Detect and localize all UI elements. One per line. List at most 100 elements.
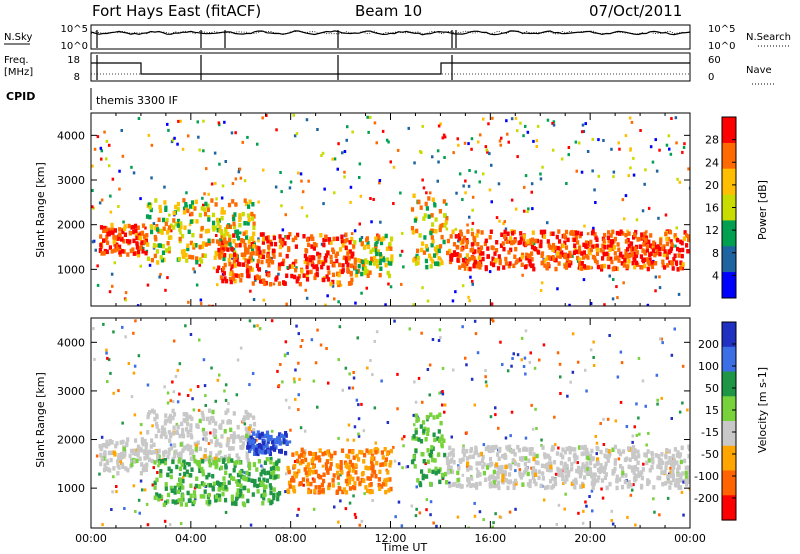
echo-cell bbox=[194, 243, 198, 248]
echo-cell bbox=[110, 450, 114, 456]
echo-cell bbox=[553, 477, 557, 482]
scatter-cell bbox=[326, 294, 329, 298]
echo-cell bbox=[272, 438, 276, 443]
echo-cell bbox=[185, 427, 189, 432]
echo-cell bbox=[679, 239, 683, 245]
echo-cell bbox=[377, 482, 381, 488]
scatter-cell bbox=[221, 184, 225, 188]
echo-cell bbox=[634, 456, 638, 461]
echo-cell bbox=[526, 471, 530, 477]
echo-cell bbox=[198, 484, 202, 489]
echo-cell bbox=[344, 245, 348, 251]
station-title: Fort Hays East (fitACF) bbox=[92, 2, 261, 20]
echo-cell bbox=[686, 465, 690, 470]
echo-cell bbox=[431, 469, 435, 475]
echo-cell bbox=[128, 231, 132, 236]
scatter-cell bbox=[96, 264, 99, 268]
scatter-cell bbox=[227, 402, 230, 406]
echo-cell bbox=[595, 243, 599, 249]
echo-cell bbox=[346, 262, 350, 267]
echo-cell bbox=[379, 266, 383, 271]
scatter-cell bbox=[255, 438, 258, 442]
scatter-cell bbox=[397, 462, 401, 466]
echo-cell bbox=[128, 453, 132, 459]
echo-cell bbox=[633, 246, 638, 252]
echo-cell bbox=[171, 499, 175, 504]
echo-cell bbox=[561, 252, 565, 258]
echo-cell bbox=[575, 455, 579, 460]
echo-cell bbox=[103, 463, 107, 468]
scatter-cell bbox=[203, 384, 207, 388]
echo-cell bbox=[257, 449, 262, 454]
echo-cell bbox=[317, 254, 321, 260]
echo-cell bbox=[576, 255, 580, 261]
echo-cell bbox=[189, 493, 193, 498]
echo-cell bbox=[136, 449, 140, 454]
echo-cell bbox=[626, 247, 630, 252]
echo-cell bbox=[218, 228, 222, 233]
scatter-cell bbox=[670, 353, 674, 357]
echo-cell bbox=[192, 490, 197, 495]
scatter-cell bbox=[676, 177, 679, 181]
echo-cell bbox=[145, 214, 150, 219]
echo-cell bbox=[243, 198, 247, 203]
echo-cell bbox=[509, 247, 513, 253]
echo-cell bbox=[643, 231, 647, 237]
scatter-cell bbox=[401, 437, 404, 441]
scatter-cell bbox=[437, 124, 441, 128]
scatter-cell bbox=[139, 264, 142, 268]
echo-cell bbox=[607, 449, 611, 454]
echo-cell bbox=[230, 264, 234, 269]
echo-cell bbox=[360, 271, 364, 277]
echo-cell bbox=[311, 452, 315, 457]
echo-cell bbox=[339, 247, 343, 252]
echo-cell bbox=[293, 274, 297, 280]
echo-cell bbox=[446, 463, 451, 469]
echo-cell bbox=[480, 230, 484, 235]
echo-cell bbox=[249, 435, 253, 440]
scatter-cell bbox=[351, 130, 354, 134]
scatter-cell bbox=[210, 366, 213, 370]
scatter-cell bbox=[331, 284, 335, 288]
echo-cell bbox=[466, 259, 470, 265]
echo-cell bbox=[442, 438, 446, 443]
echo-cell bbox=[247, 217, 251, 223]
scatter-cell bbox=[557, 446, 560, 450]
scatter-cell bbox=[254, 278, 257, 282]
scatter-cell bbox=[482, 443, 486, 447]
scatter-cell bbox=[279, 171, 282, 174]
echo-cell bbox=[104, 228, 108, 233]
echo-cell bbox=[126, 239, 130, 244]
echo-cell bbox=[596, 446, 600, 452]
scatter-cell bbox=[220, 255, 223, 259]
echo-cell bbox=[503, 234, 507, 239]
scatter-cell bbox=[186, 461, 189, 465]
echo-cell bbox=[201, 469, 205, 474]
echo-cell bbox=[277, 436, 281, 441]
echo-cell bbox=[434, 261, 438, 266]
echo-cell bbox=[440, 443, 444, 449]
echo-cell bbox=[628, 457, 632, 462]
echo-cell bbox=[362, 459, 366, 464]
echo-cell bbox=[532, 466, 536, 471]
scatter-cell bbox=[652, 497, 655, 501]
scatter-cell bbox=[426, 418, 429, 422]
echo-cell bbox=[576, 465, 581, 471]
echo-cell bbox=[372, 261, 376, 266]
echo-cell bbox=[511, 231, 515, 236]
echo-cell bbox=[172, 225, 176, 230]
echo-cell bbox=[664, 465, 668, 471]
scatter-cell bbox=[406, 465, 410, 469]
frequency-panel: Freq. [MHz] 18 8 60 0 Nave bbox=[4, 52, 775, 85]
echo-cell bbox=[452, 242, 457, 247]
echo-cell bbox=[568, 449, 572, 455]
echo-cell bbox=[632, 445, 636, 450]
echo-cell bbox=[340, 470, 344, 475]
echo-cell bbox=[322, 277, 326, 283]
echo-cell bbox=[257, 477, 261, 482]
echo-cell bbox=[558, 239, 562, 244]
echo-cell bbox=[534, 481, 538, 487]
echo-cell bbox=[222, 481, 226, 486]
scatter-cell bbox=[576, 461, 579, 465]
echo-cell bbox=[132, 224, 136, 230]
